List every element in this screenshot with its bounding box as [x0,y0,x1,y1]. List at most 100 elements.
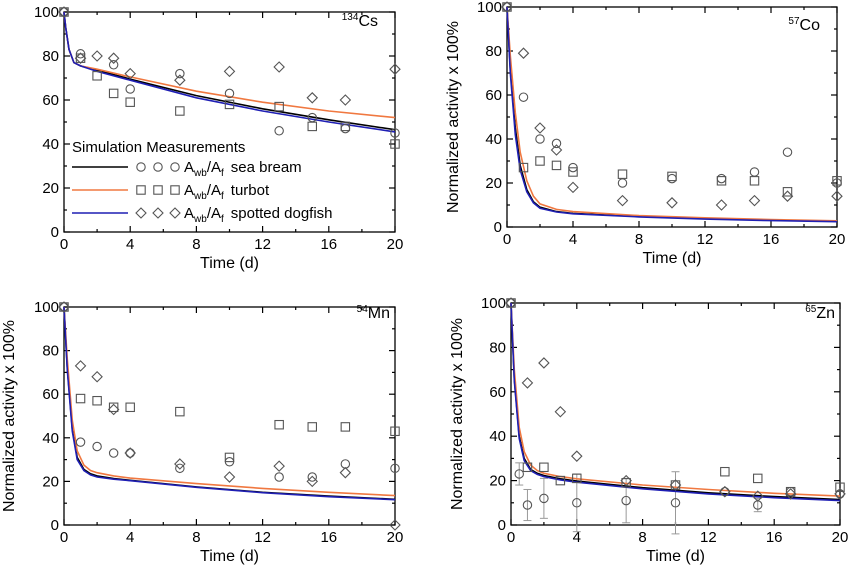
data-point-spotted-dogfish [751,490,764,502]
isotope-label: 57Co [788,16,820,34]
data-point-turbot [667,171,677,182]
y-tick-label: 100 [481,295,506,312]
y-axis-label: Normalized activity x 100% [445,21,462,213]
data-point-spotted-dogfish [389,519,401,531]
data-point-sea-bream [835,489,845,499]
model-line-turbot [506,6,838,222]
data-point-turbot [502,2,512,12]
y-tick-label: 80 [42,343,59,360]
x-tick-label: 0 [60,236,68,253]
data-point-sea-bream [617,178,628,188]
data-point-turbot [572,473,582,484]
legend-marker-turbot [136,185,146,195]
data-point-spotted-dogfish [306,475,319,488]
legend-label: Awb/Af sea bream [184,159,302,179]
data-point-spotted-dogfish [174,74,186,86]
data-point-turbot [670,480,681,490]
model-line-turbot [510,302,841,497]
data-point-turbot [785,486,796,497]
model-line-spotted-dogfish [506,6,838,223]
data-point-turbot [274,419,284,430]
isotope-mass: 54 [357,304,369,315]
data-point-spotted-dogfish [339,94,352,106]
y-tick-label: 80 [42,48,59,65]
y-tick-label: 60 [42,386,59,403]
data-point-spotted-dogfish [58,6,70,18]
y-tick-label: 20 [489,473,506,490]
data-point-sea-bream [551,138,562,149]
x-tick-label: 8 [192,236,200,253]
data-point-spotted-dogfish [538,357,550,369]
data-point-sea-bream [307,472,317,482]
isotope-label: 134Cs [342,12,378,30]
model-line-spotted-dogfish [510,302,841,502]
y-tick-label: 20 [485,175,502,192]
data-point-spotted-dogfish [534,122,546,134]
data-point-sea-bream [274,126,284,136]
plot-frame [506,6,838,228]
isotope-symbol: Co [800,17,821,34]
data-point-turbot [125,97,135,107]
data-point-sea-bream [518,92,529,102]
data-point-turbot [224,99,235,110]
data-point-sea-bream [720,486,730,497]
isotope-symbol: Mn [368,305,390,322]
model-line-spotted-dogfish [63,11,396,133]
data-point-spotted-dogfish [91,370,103,383]
data-point-sea-bream [108,60,119,70]
y-tick-label: 100 [34,299,59,316]
chart-panel-bottom-right: 0 4 8 12 16 20 0 20 40 60 80 100 Time (d) Normalized … [449,295,848,565]
data-point-sea-bream [340,123,351,134]
y-tick-label: 40 [42,430,59,447]
isotope-mass: 134 [342,12,359,23]
data-point-sea-bream [340,459,351,469]
data-point-turbot [59,7,69,17]
x-tick-label: 16 [766,529,783,546]
data-point-sea-bream [390,463,400,474]
x-tick-label: 4 [573,529,581,546]
legend-label-a: A [184,159,194,176]
x-tick-label: 12 [697,231,714,248]
data-point-sea-bream [749,167,760,177]
data-point-spotted-dogfish [567,181,579,194]
data-point-turbot [125,402,135,413]
data-point-sea-bream [175,68,185,79]
data-point-spotted-dogfish [834,488,846,500]
data-point-sea-bream [125,448,135,458]
x-tick-label: 16 [320,529,337,546]
data-point-turbot [506,298,516,308]
data-point-sea-bream [125,84,135,94]
data-point-turbot [539,462,549,473]
y-tick-label: 40 [485,131,502,148]
data-point-spotted-dogfish [521,377,534,389]
data-point-turbot [307,121,317,132]
data-point-spotted-dogfish [124,447,136,459]
x-tick-label: 20 [387,236,404,253]
data-point-sea-bream [274,472,284,482]
data-point-spotted-dogfish [107,403,120,416]
x-tick-label: 12 [254,236,271,253]
data-point-spotted-dogfish [571,450,583,462]
data-point-turbot [752,473,763,484]
data-point-turbot [75,393,86,404]
data-point-sea-bream [667,173,677,184]
model-line-spotted-dogfish [63,306,396,501]
legend-marker-sea-bream [153,162,163,172]
data-point-turbot [617,169,628,179]
x-tick-label: 12 [254,529,271,546]
data-point-turbot [108,402,119,413]
data-point-spotted-dogfish [389,63,401,75]
data-point-turbot [522,462,533,473]
x-tick-label: 8 [635,231,643,248]
x-tick-label: 20 [829,231,846,248]
data-point-turbot [749,176,760,186]
legend-label-a: A [184,205,194,222]
data-point-spotted-dogfish [223,65,236,78]
data-point-turbot [535,156,545,166]
data-point-spotted-dogfish [517,47,530,59]
legend-entry-name: spotted dogfish [231,205,333,222]
legend-marker-spotted-dogfish [169,207,181,219]
legend-marker-turbot [170,185,180,195]
legend-marker-turbot [153,185,163,195]
